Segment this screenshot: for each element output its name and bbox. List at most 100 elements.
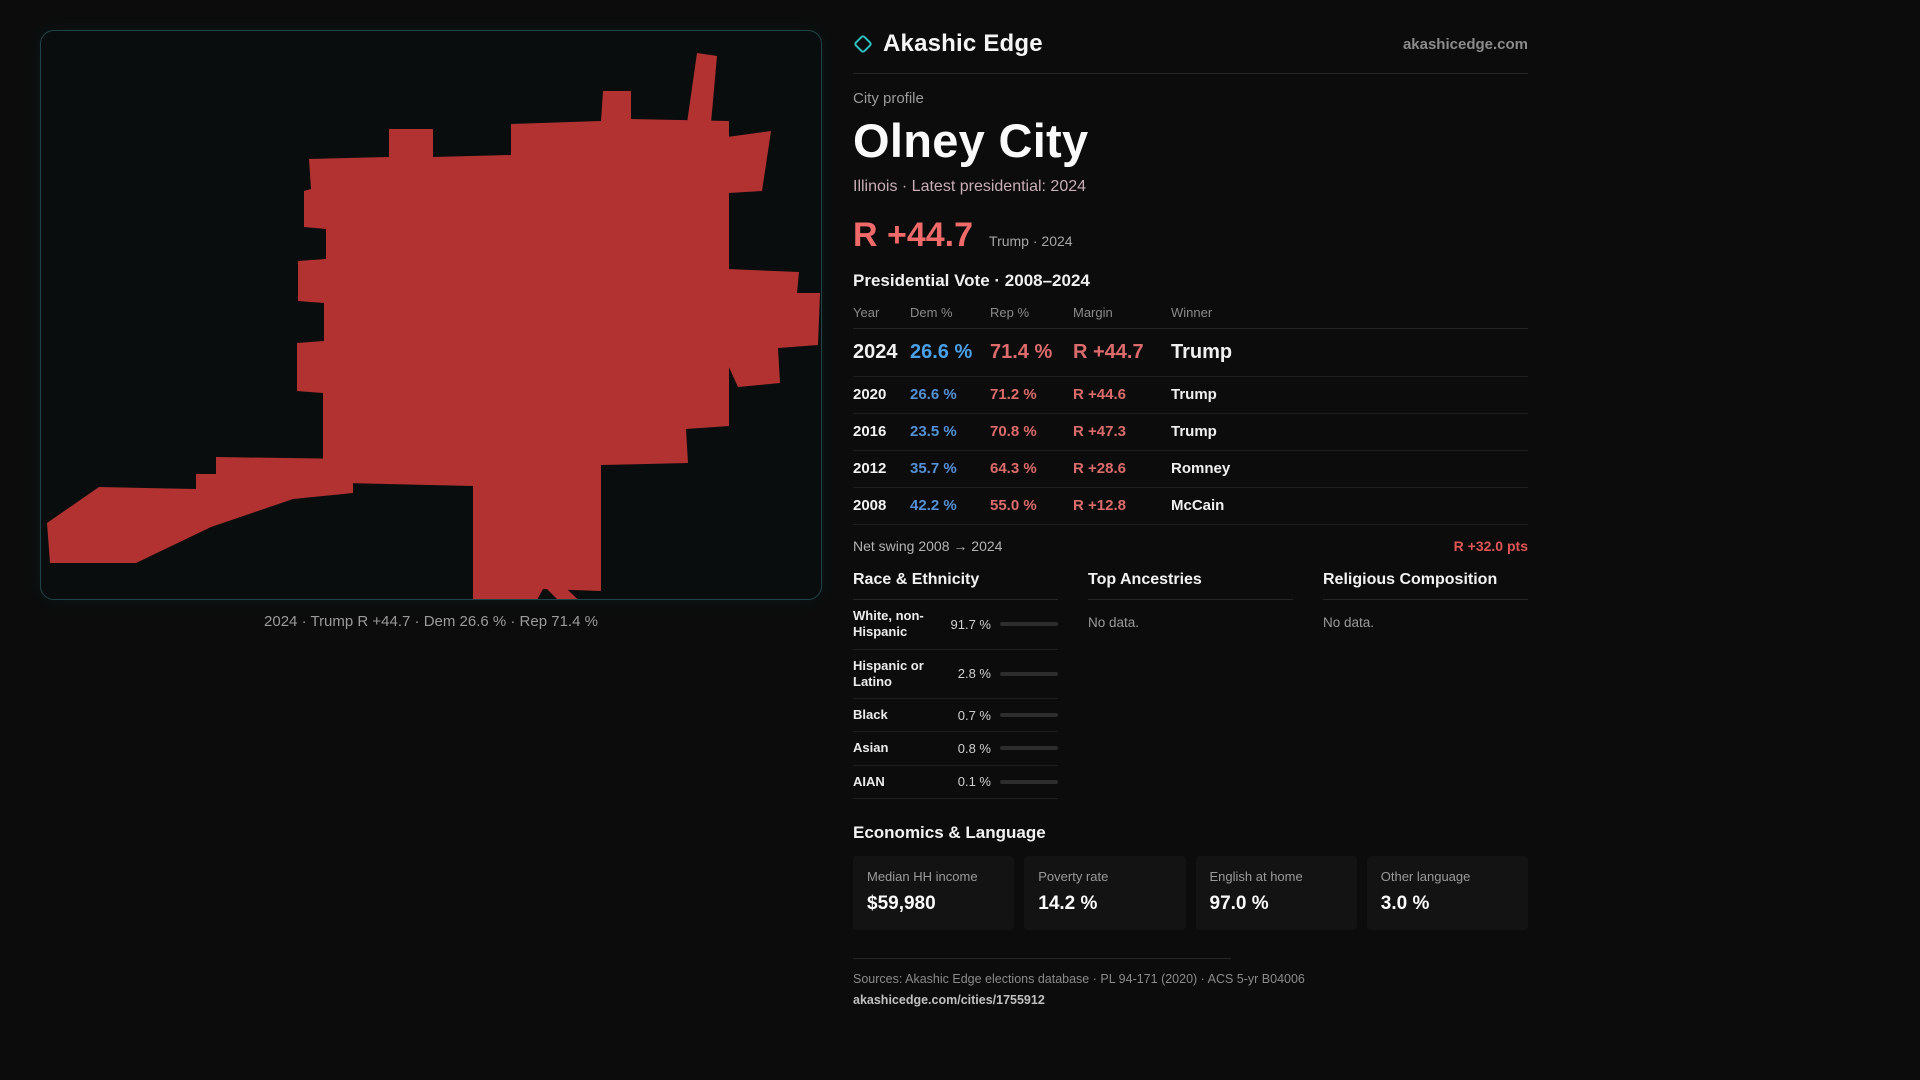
stat-label: English at home [1209, 868, 1303, 884]
economics-title: Economics & Language [853, 822, 1046, 842]
page-kicker: City profile [853, 90, 924, 107]
race-row-hispanic: Hispanic or Latino 2.8 % [853, 650, 1058, 699]
rep-cell: 55.0 % [990, 497, 1037, 514]
margin-cell: R +44.7 [1073, 341, 1144, 363]
race-value: 0.8 % [957, 740, 991, 756]
year-cell: 2024 [853, 341, 898, 363]
headline-margin-value: R +44.7 [853, 216, 974, 254]
race-row-black: Black 0.7 % [853, 699, 1058, 733]
year-cell: 2008 [853, 497, 887, 514]
net-swing-label: Net swing 2008 → 2024 [853, 538, 1003, 554]
race-value: 91.7 % [950, 616, 991, 632]
map-main-polygon [297, 91, 729, 599]
col-dem: Dem % [910, 305, 953, 320]
map-section: 2024 · Trump R +44.7 · Dem 26.6 % · Rep … [40, 30, 822, 1007]
stat-value: 97.0 % [1209, 892, 1269, 914]
stat-other-language: Other language 3.0 % [1366, 855, 1528, 930]
race-row-aian: AIAN 0.1 % [853, 766, 1058, 799]
race-bar [1000, 713, 1058, 718]
margin-cell: R +28.6 [1073, 460, 1126, 477]
margin-cell: R +12.8 [1073, 497, 1126, 514]
stat-english-at-home: English at home 97.0 % [1195, 855, 1357, 930]
race-label: Asian [853, 740, 889, 756]
winner-cell: Trump [1171, 386, 1217, 403]
net-swing-value: R +32.0 pts [1453, 538, 1528, 554]
map-north-spike [687, 53, 717, 123]
race-row-asian: Asian 0.8 % [853, 732, 1058, 766]
stat-median-income: Median HH income $59,980 [853, 855, 1015, 930]
city-profile-page: 2024 · Trump R +44.7 · Dem 26.6 % · Rep … [40, 30, 1528, 1007]
stat-value: $59,980 [867, 892, 936, 914]
margin-cell: R +44.6 [1073, 386, 1126, 403]
page-title: Olney City [853, 114, 1089, 167]
rep-cell: 70.8 % [990, 423, 1037, 440]
footer-divider [853, 957, 1231, 959]
race-bar [1000, 622, 1058, 627]
race-value: 0.1 % [957, 774, 991, 790]
col-margin: Margin [1073, 305, 1113, 320]
race-bar [1000, 746, 1058, 751]
race-ethnicity-column: Race & Ethnicity White, non-Hispanic 91.… [853, 571, 1058, 799]
rep-cell: 71.4 % [990, 341, 1053, 363]
site-domain-link[interactable]: akashicedge.com [1402, 35, 1528, 53]
religious-composition-empty: No data. [1323, 615, 1375, 630]
stat-value: 14.2 % [1038, 892, 1098, 914]
race-label: White, non-Hispanic [853, 608, 924, 640]
dem-cell: 23.5 % [910, 423, 957, 440]
col-year: Year [853, 305, 880, 320]
city-boundary-map[interactable] [40, 30, 822, 600]
stat-label: Poverty rate [1038, 868, 1109, 884]
vote-row-2024: 2024 26.6 % 71.4 % R +44.7 Trump [853, 329, 1528, 377]
top-ancestries-column: Top Ancestries No data. [1088, 571, 1293, 799]
headline-margin: R +44.7 Trump · 2024 [853, 216, 1528, 255]
race-label: AIAN [853, 773, 885, 789]
race-ethnicity-title: Race & Ethnicity [853, 571, 1058, 600]
top-ancestries-empty: No data. [1088, 615, 1140, 630]
map-northeast-jut [727, 131, 771, 193]
rep-cell: 71.2 % [990, 386, 1037, 403]
vote-row-2020: 2020 26.6 % 71.2 % R +44.6 Trump [853, 377, 1528, 414]
religious-composition-column: Religious Composition No data. [1323, 571, 1528, 799]
sources-text: Sources: Akashic Edge elections database… [853, 971, 1305, 986]
economics-stats: Median HH income $59,980 Poverty rate 14… [853, 855, 1528, 930]
col-winner: Winner [1171, 305, 1213, 320]
dem-cell: 35.7 % [910, 460, 957, 477]
year-cell: 2016 [853, 423, 887, 440]
brand: Akashic Edge [853, 30, 1043, 58]
race-bar [1000, 671, 1058, 676]
stat-label: Median HH income [867, 868, 978, 884]
vote-row-2016: 2016 23.5 % 70.8 % R +47.3 Trump [853, 414, 1528, 451]
race-value: 2.8 % [957, 666, 991, 682]
race-label: Black [853, 707, 888, 722]
race-bar [1000, 779, 1058, 784]
race-row-white: White, non-Hispanic 91.7 % [853, 600, 1058, 650]
winner-cell: Trump [1171, 341, 1233, 363]
page-subtitle: Illinois · Latest presidential: 2024 [853, 178, 1087, 195]
religious-composition-title: Religious Composition [1323, 571, 1528, 600]
brand-diamond-icon [853, 34, 873, 54]
dem-cell: 26.6 % [910, 386, 957, 403]
map-south-streak [509, 547, 578, 599]
top-ancestries-title: Top Ancestries [1088, 571, 1293, 600]
map-caption: 2024 · Trump R +44.7 · Dem 26.6 % · Rep … [264, 613, 598, 630]
stat-value: 3.0 % [1380, 892, 1430, 914]
profile-panel: Akashic Edge akashicedge.com City profil… [853, 30, 1528, 1007]
winner-cell: Trump [1171, 423, 1217, 440]
stat-poverty-rate: Poverty rate 14.2 % [1024, 855, 1186, 930]
brand-name: Akashic Edge [883, 30, 1043, 57]
city-boundary-shape [47, 53, 820, 599]
net-swing-row: Net swing 2008 → 2024 R +32.0 pts [853, 525, 1528, 569]
dem-cell: 42.2 % [910, 497, 957, 514]
vote-row-2012: 2012 35.7 % 64.3 % R +28.6 Romney [853, 451, 1528, 488]
stat-label: Other language [1380, 868, 1471, 884]
demographics-section: Race & Ethnicity White, non-Hispanic 91.… [853, 571, 1528, 799]
site-header: Akashic Edge akashicedge.com [853, 30, 1528, 58]
race-label: Hispanic or Latino [853, 657, 924, 689]
city-permalink[interactable]: akashicedge.com/cities/1755912 [853, 992, 1045, 1007]
headline-margin-note: Trump · 2024 [989, 233, 1073, 249]
vote-table-header: Year Dem % Rep % Margin Winner [853, 305, 1528, 329]
vote-row-2008: 2008 42.2 % 55.0 % R +12.8 McCain [853, 488, 1528, 525]
col-rep: Rep % [990, 305, 1030, 320]
winner-cell: McCain [1171, 497, 1225, 514]
rep-cell: 64.3 % [990, 460, 1037, 477]
